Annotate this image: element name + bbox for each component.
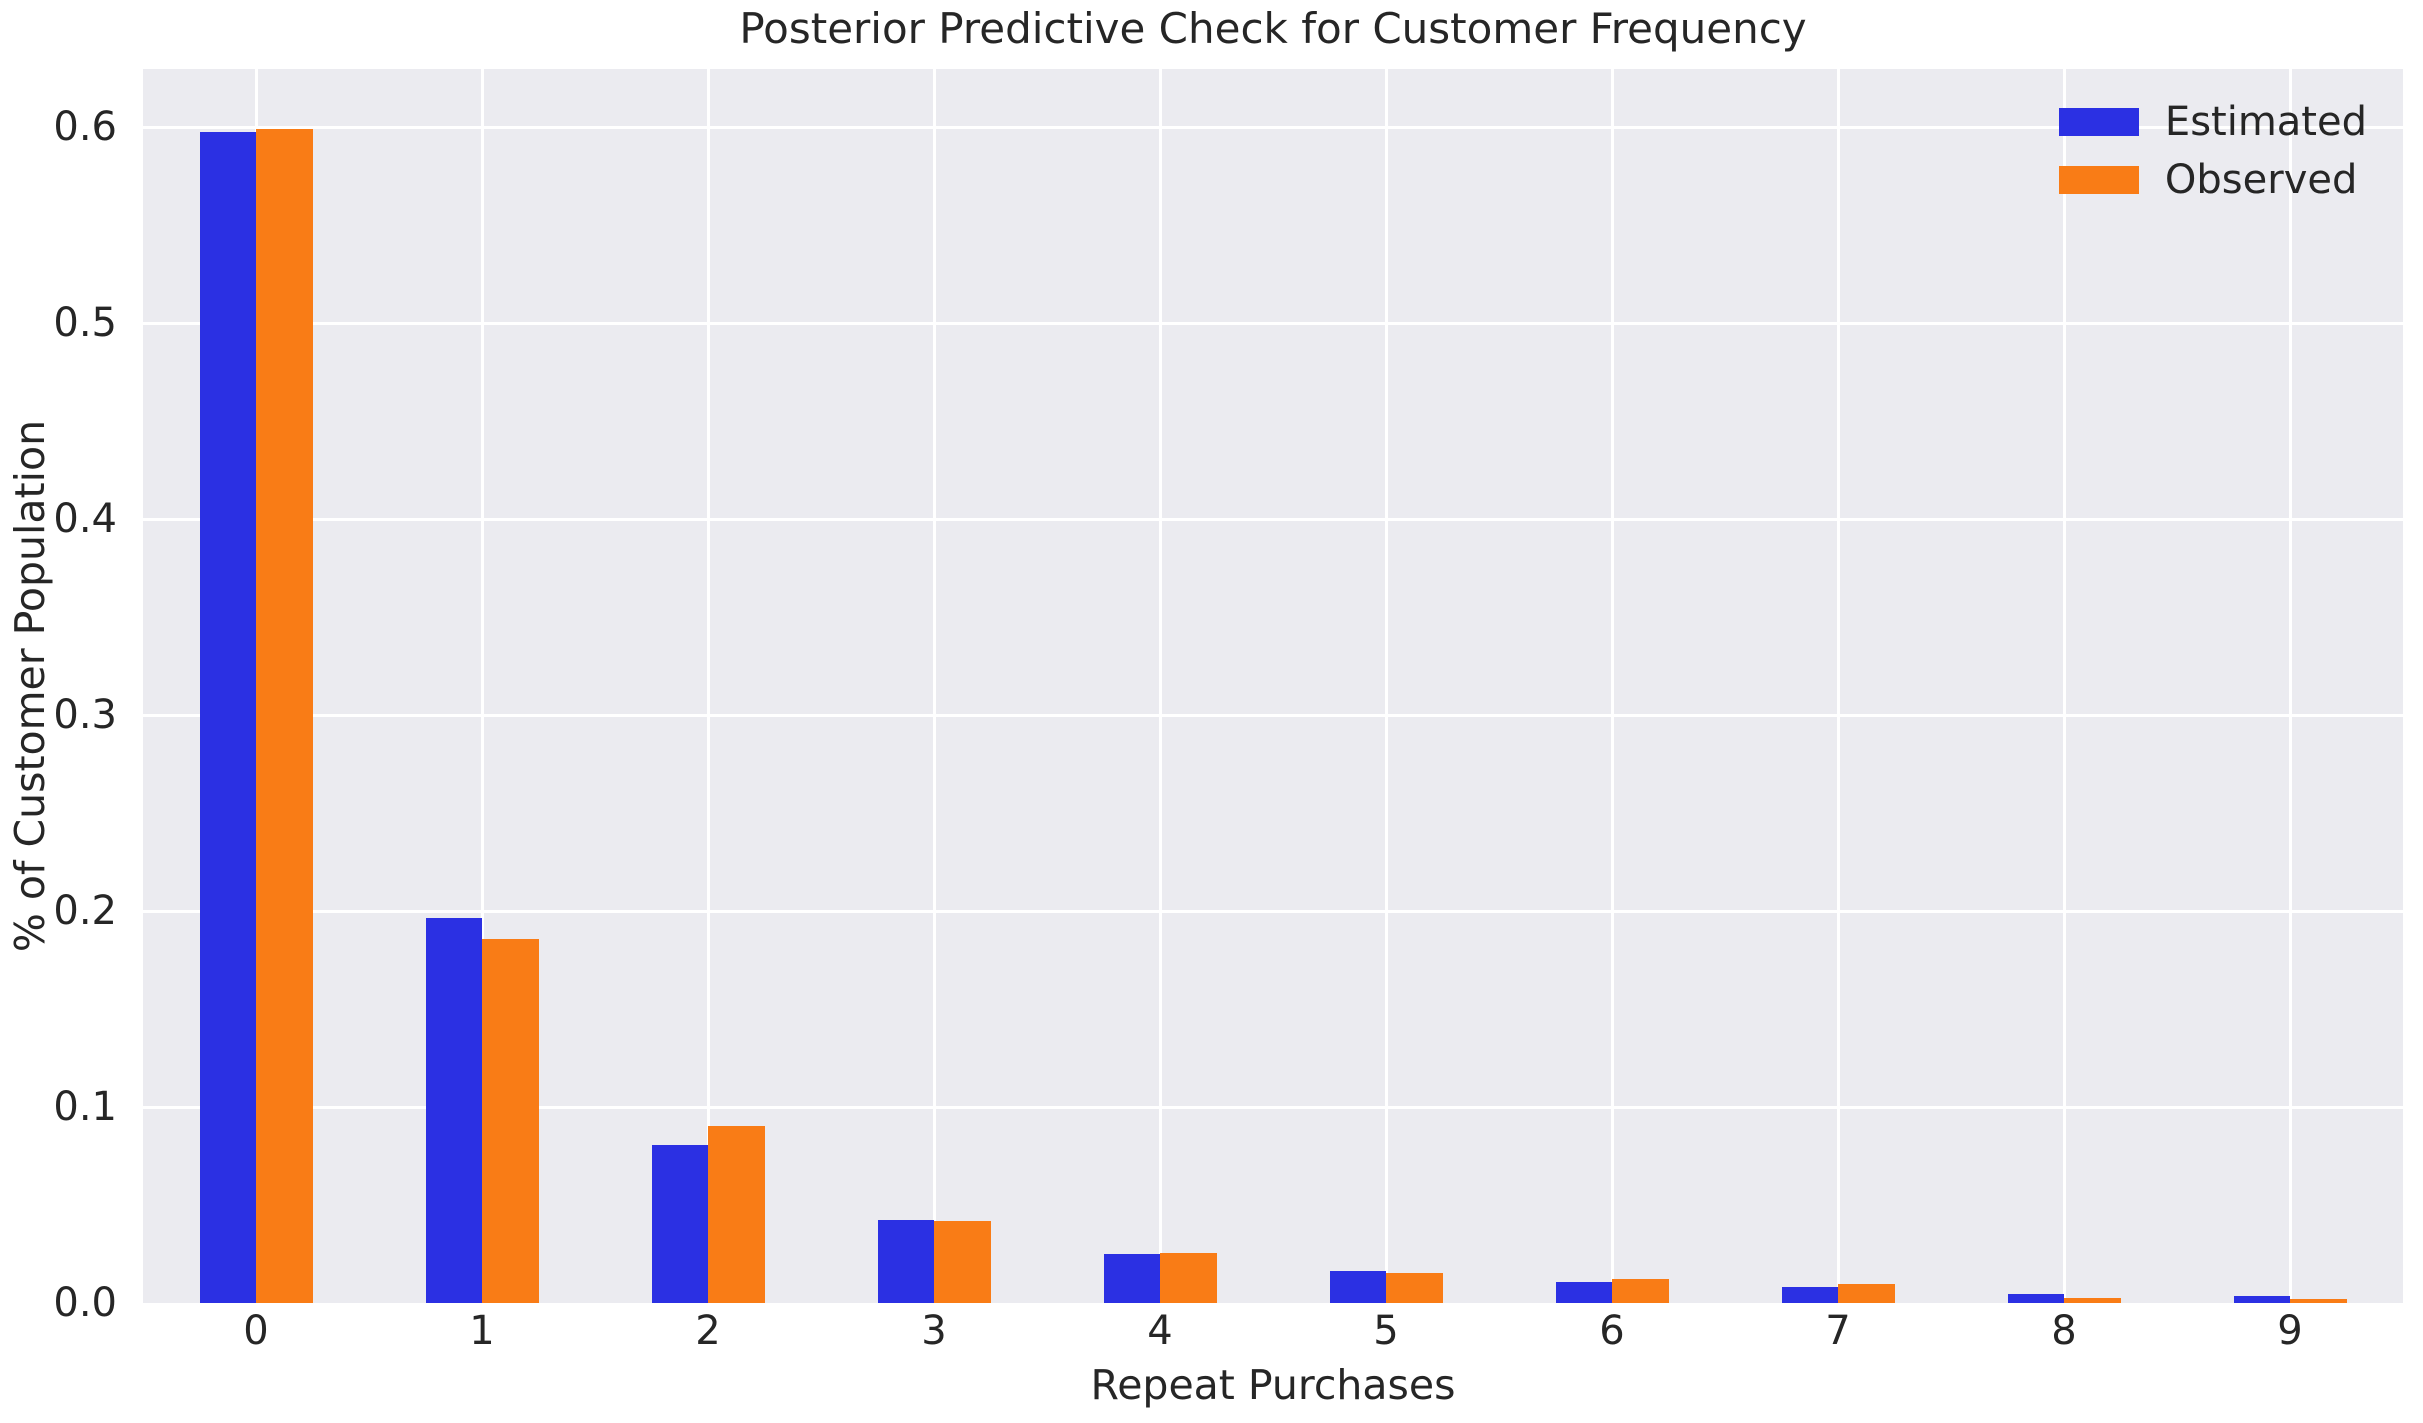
bar-estimated-7 <box>1781 1286 1838 1303</box>
h-gridline-0.2 <box>143 909 2403 913</box>
bar-observed-9 <box>2290 1299 2347 1303</box>
bar-observed-4 <box>1160 1253 1217 1303</box>
bar-estimated-0 <box>199 131 256 1303</box>
legend-label-observed: Observed <box>2164 157 2358 203</box>
h-gridline-0.1 <box>143 1105 2403 1109</box>
x-tick-label-7: 7 <box>1825 1308 1851 1354</box>
bar-observed-6 <box>1612 1279 1669 1303</box>
bar-observed-7 <box>1838 1284 1895 1303</box>
v-gridline-3 <box>932 69 936 1303</box>
y-tick-label-0.4: 0.4 <box>53 496 117 542</box>
bar-observed-2 <box>708 1126 765 1303</box>
x-tick-label-9: 9 <box>2277 1308 2303 1354</box>
h-gridline-0.6 <box>143 125 2403 129</box>
v-gridline-6 <box>1610 69 1614 1303</box>
v-gridline-8 <box>2062 69 2066 1303</box>
bar-estimated-3 <box>877 1219 934 1303</box>
bar-observed-5 <box>1386 1273 1443 1303</box>
bar-observed-0 <box>256 128 313 1303</box>
bar-estimated-8 <box>2007 1293 2064 1303</box>
y-tick-label-0.3: 0.3 <box>53 692 117 738</box>
bar-estimated-5 <box>1329 1271 1386 1303</box>
plot-area: Estimated Observed <box>143 69 2403 1303</box>
bar-group-5 <box>1273 69 1499 1303</box>
h-gridline-0.4 <box>143 517 2403 521</box>
v-gridline-9 <box>2288 69 2292 1303</box>
bar-group-7 <box>1725 69 1951 1303</box>
v-gridline-2 <box>706 69 710 1303</box>
legend: Estimated Observed <box>2058 98 2367 204</box>
bars-layer <box>143 69 2403 1303</box>
bar-group-9 <box>2177 69 2403 1303</box>
h-gridline-0.3 <box>143 713 2403 717</box>
x-tick-label-2: 2 <box>695 1308 721 1354</box>
y-axis-ticks: 0.0 0.1 0.2 0.3 0.4 0.5 0.6 <box>0 69 130 1326</box>
bar-group-2 <box>595 69 821 1303</box>
bar-group-8 <box>1951 69 2177 1303</box>
x-axis-label: Repeat Purchases <box>1090 1361 1456 1409</box>
bar-group-4 <box>1047 69 1273 1303</box>
bar-group-6 <box>1499 69 1725 1303</box>
legend-swatch-estimated-icon <box>2058 108 2139 136</box>
y-tick-label-0.6: 0.6 <box>53 104 117 150</box>
y-tick-label-0.1: 0.1 <box>53 1084 117 1130</box>
bar-group-0 <box>143 69 369 1303</box>
x-tick-label-5: 5 <box>1373 1308 1399 1354</box>
legend-item-observed: Observed <box>2058 156 2367 204</box>
bar-observed-3 <box>934 1220 991 1303</box>
v-gridline-1 <box>480 69 484 1303</box>
bar-estimated-1 <box>425 918 482 1303</box>
v-gridline-7 <box>1836 69 1840 1303</box>
bar-estimated-2 <box>651 1145 708 1303</box>
bar-estimated-4 <box>1103 1254 1160 1303</box>
v-gridline-4 <box>1158 69 1162 1303</box>
x-tick-label-3: 3 <box>921 1308 947 1354</box>
x-tick-label-6: 6 <box>1599 1308 1625 1354</box>
legend-swatch-observed-icon <box>2058 166 2139 194</box>
bar-estimated-9 <box>2233 1295 2290 1303</box>
bar-group-3 <box>821 69 1047 1303</box>
bar-observed-1 <box>482 939 539 1303</box>
legend-item-estimated: Estimated <box>2058 98 2367 146</box>
x-tick-label-1: 1 <box>469 1308 495 1354</box>
chart-title: Posterior Predictive Check for Customer … <box>739 4 1807 53</box>
x-tick-label-4: 4 <box>1147 1308 1173 1354</box>
y-tick-label-0.2: 0.2 <box>53 888 117 934</box>
bar-group-1 <box>369 69 595 1303</box>
x-tick-label-8: 8 <box>2051 1308 2077 1354</box>
x-axis-ticks: 0 1 2 3 4 5 6 7 8 9 <box>143 1307 2403 1359</box>
h-gridline-0.5 <box>143 321 2403 325</box>
bar-observed-8 <box>2064 1297 2121 1303</box>
bar-estimated-6 <box>1555 1282 1612 1303</box>
v-gridline-5 <box>1384 69 1388 1303</box>
y-tick-label-0.0: 0.0 <box>53 1280 117 1326</box>
y-tick-label-0.5: 0.5 <box>53 300 117 346</box>
legend-label-estimated: Estimated <box>2164 99 2367 145</box>
x-tick-label-0: 0 <box>243 1308 269 1354</box>
